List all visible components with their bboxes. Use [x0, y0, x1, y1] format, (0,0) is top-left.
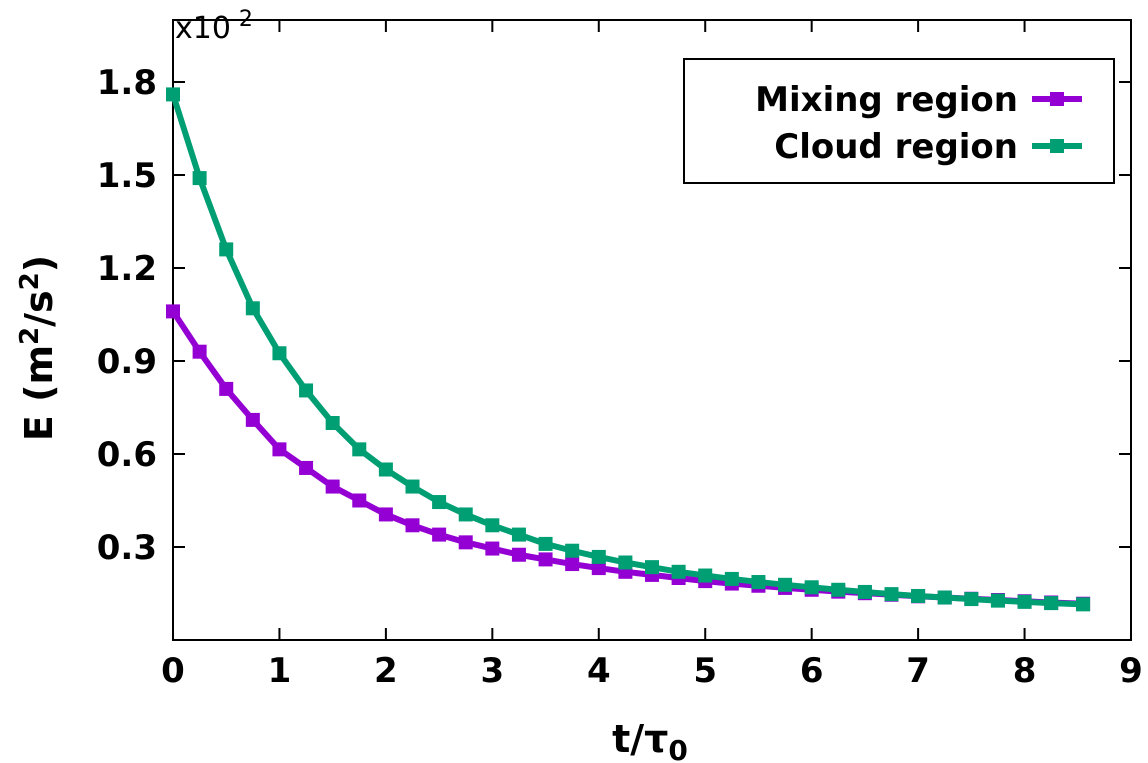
y-tick-label: 1.5	[97, 156, 157, 196]
data-point	[272, 346, 287, 361]
x-tick-label: 0	[161, 651, 185, 691]
data-point	[166, 87, 180, 102]
data-point	[245, 301, 260, 316]
y-tick-label: 0.9	[97, 342, 157, 382]
plot-area	[172, 19, 1132, 641]
data-point	[166, 304, 180, 319]
x-tick-label: 2	[374, 651, 398, 691]
x-tick-label: 7	[906, 651, 930, 691]
data-point	[485, 541, 500, 556]
legend-box	[683, 58, 1115, 184]
legend-marker-mixing	[1050, 92, 1064, 106]
data-point	[565, 557, 580, 572]
data-point	[272, 442, 287, 457]
x-tick-label: 3	[480, 651, 504, 691]
series-cloud-region	[166, 87, 1091, 612]
x-tick-label: 4	[587, 651, 611, 691]
data-point	[884, 587, 899, 602]
data-point	[1044, 596, 1059, 611]
series-layer	[166, 87, 1091, 612]
data-point	[405, 479, 420, 494]
x-tick-label: 6	[800, 651, 824, 691]
y-axis-label: E (m2/s2)	[15, 255, 61, 441]
data-point	[352, 442, 367, 457]
data-point	[751, 575, 766, 590]
data-point	[831, 582, 846, 597]
y-tick-label: 0.6	[97, 435, 157, 475]
data-point	[698, 568, 713, 583]
data-point	[405, 518, 420, 533]
data-point	[724, 571, 739, 586]
x-tick-label: 9	[1119, 651, 1143, 691]
x-axis: 0 1 2 3 4 5 6 7 8 9	[161, 20, 1143, 691]
data-point	[618, 555, 633, 570]
x-axis-label: t/τ0	[612, 717, 688, 763]
data-point	[1076, 597, 1091, 612]
data-point	[538, 552, 553, 567]
data-point	[432, 495, 447, 510]
data-point	[964, 592, 979, 607]
data-point	[432, 527, 447, 542]
data-point	[911, 588, 926, 603]
data-point	[219, 242, 234, 257]
data-point	[538, 536, 553, 551]
x-tick-label: 1	[268, 651, 292, 691]
data-point	[325, 416, 340, 430]
y-axis: 0.3 0.6 0.9 1.2 1.5 1.8	[97, 63, 1131, 568]
legend-label-cloud: Cloud region	[774, 127, 1018, 167]
data-point	[458, 507, 473, 522]
data-point	[378, 507, 393, 522]
y-tick-label: 1.2	[97, 249, 157, 289]
data-point	[325, 479, 340, 494]
data-point	[219, 381, 234, 396]
y-tick-label: 1.8	[97, 63, 157, 103]
data-point	[299, 460, 314, 475]
data-point	[511, 527, 526, 542]
data-point	[485, 518, 500, 533]
data-point	[857, 584, 872, 599]
data-point	[245, 412, 260, 427]
data-point	[804, 580, 819, 595]
data-point	[645, 560, 659, 575]
data-point	[192, 171, 207, 186]
data-point	[565, 543, 580, 558]
data-point	[511, 547, 526, 562]
data-point	[671, 564, 686, 579]
data-point	[352, 493, 367, 508]
legend: Mixing region Cloud region	[683, 58, 1115, 184]
legend-label-mixing: Mixing region	[755, 80, 1018, 120]
data-point	[458, 535, 473, 550]
data-point	[591, 561, 606, 576]
x-tick-label: 5	[693, 651, 717, 691]
data-point	[378, 462, 393, 477]
data-point	[192, 344, 207, 359]
legend-marker-cloud	[1050, 139, 1064, 153]
data-point	[778, 577, 793, 592]
y-axis-multiplier: x10-2	[175, 7, 253, 46]
data-point	[937, 590, 952, 605]
x-tick-label: 8	[1013, 651, 1037, 691]
data-point	[591, 549, 606, 564]
plot-frame	[172, 19, 1132, 641]
data-point	[299, 383, 314, 398]
data-point	[990, 593, 1005, 608]
data-point	[1017, 594, 1032, 609]
y-tick-label: 0.3	[97, 528, 157, 568]
